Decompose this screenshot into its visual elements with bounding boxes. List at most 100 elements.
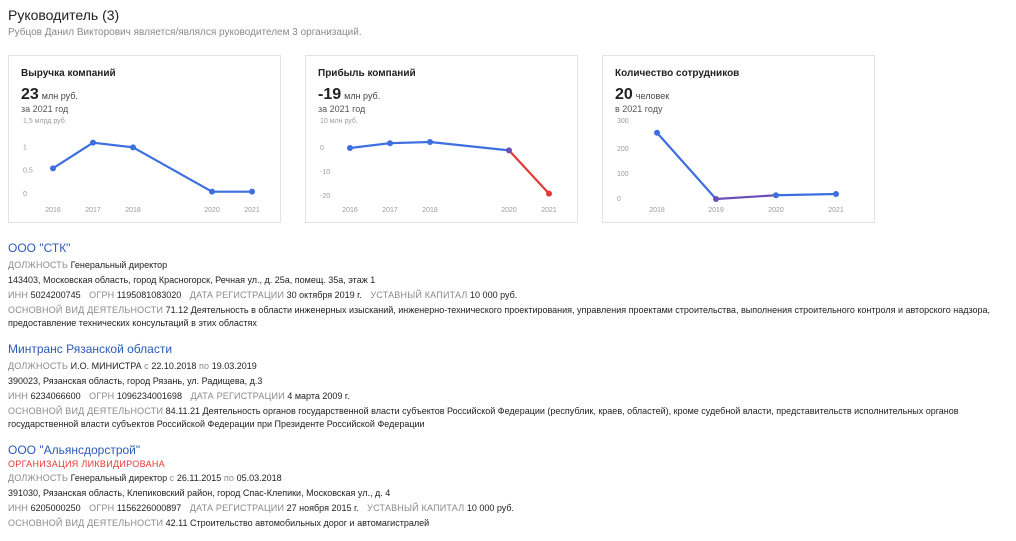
series-line-segment <box>655 131 718 201</box>
data-point <box>347 145 353 151</box>
data-point <box>209 188 215 195</box>
y-tick-label: -20 <box>320 193 330 200</box>
x-tick-label: 2017 <box>85 207 101 214</box>
x-tick-label: 2021 <box>244 207 260 214</box>
x-tick-label: 2020 <box>768 207 784 214</box>
org-activity-row: ОСНОВНОЙ ВИД ДЕЯТЕЛЬНОСТИ 84.11.21 Деяте… <box>8 406 959 429</box>
x-tick-label: 2017 <box>382 207 398 214</box>
org-item: Минтранс Рязанской области ДОЛЖНОСТЬ И.О… <box>8 342 993 431</box>
org-reg-date: 27 ноября 2015 г. <box>286 503 359 513</box>
org-position-row: ДОЛЖНОСТЬ И.О. МИНИСТРА с 22.10.2018 по … <box>8 361 257 371</box>
card-period: за 2021 год <box>318 104 366 114</box>
x-tick-label: 2016 <box>342 207 358 214</box>
x-tick-label: 2021 <box>541 207 557 214</box>
data-point <box>387 140 393 147</box>
x-tick-label: 2020 <box>204 207 220 214</box>
card-value-number: 20 <box>615 86 633 103</box>
org-item: ООО "Альянсдорстрой" ОРГАНИЗАЦИЯ ЛИКВИДИ… <box>8 443 993 530</box>
series-line-segment <box>714 194 778 201</box>
data-point <box>773 192 779 199</box>
org-capital: 10 000 руб. <box>470 290 518 300</box>
employees-card: Количество сотрудников 20 человек в 2021 … <box>602 55 875 223</box>
revenue-card: Выручка компаний 23 млн руб. за 2021 год … <box>8 55 281 223</box>
x-tick-label: 2020 <box>501 207 517 214</box>
org-details-row: ИНН 6234066600 ОГРН 1096234001698 ДАТА Р… <box>8 391 350 401</box>
series-line-segment <box>51 141 95 170</box>
card-value-unit: млн руб. <box>41 91 78 101</box>
section-subtitle: Рубцов Данил Викторович является/являлся… <box>8 27 362 38</box>
y-tick-label: 0 <box>23 191 27 198</box>
y-tick-label: 100 <box>617 171 629 178</box>
card-value: -19 млн руб. <box>318 86 380 104</box>
card-value-number: -19 <box>318 86 342 103</box>
x-tick-label: 2019 <box>708 207 724 214</box>
card-value-unit: млн руб. <box>344 91 381 101</box>
section-title: Руководитель (3) <box>8 7 120 23</box>
org-from-date: 22.10.2018 <box>151 361 197 371</box>
card-title: Прибыль компаний <box>318 68 416 79</box>
card-period: за 2021 год <box>21 104 69 114</box>
org-position: И.О. МИНИСТРА <box>70 361 142 371</box>
org-position-row: ДОЛЖНОСТЬ Генеральный директор с 26.11.2… <box>8 473 282 483</box>
x-tick-label: 2021 <box>828 207 844 214</box>
data-point <box>546 190 552 197</box>
org-position: Генеральный директор <box>70 473 168 483</box>
org-activity: 42.11 Строительство автомобильных дорог … <box>165 518 430 528</box>
org-reg-date: 30 октября 2019 г. <box>286 290 362 300</box>
data-point <box>90 139 96 146</box>
y-tick-label: -10 <box>320 169 330 176</box>
y-tick-label: 1 <box>23 144 27 151</box>
data-point <box>713 196 719 202</box>
y-tick-label: 0,5 <box>23 168 33 175</box>
org-position: Генеральный директор <box>70 260 168 270</box>
org-name-link[interactable]: Минтранс Рязанской области <box>8 342 173 356</box>
org-to-date: 05.03.2018 <box>236 473 282 483</box>
data-point <box>249 188 255 195</box>
org-status-badge: ОРГАНИЗАЦИЯ ЛИКВИДИРОВАНА <box>8 459 165 469</box>
card-title: Количество сотрудников <box>615 68 740 79</box>
x-tick-label: 2016 <box>45 207 61 214</box>
data-point <box>50 165 56 172</box>
org-activity-row: ОСНОВНОЙ ВИД ДЕЯТЕЛЬНОСТИ 42.11 Строител… <box>8 518 430 528</box>
series-line-segment <box>91 141 135 149</box>
y-unit-label: 300 <box>617 118 629 125</box>
org-details-row: ИНН 6205000250 ОГРН 1156226000897 ДАТА Р… <box>8 503 515 513</box>
data-point <box>506 147 512 154</box>
series-line-segment <box>774 192 838 197</box>
org-ogrn: 1096234001698 <box>116 391 182 401</box>
profit-card: Прибыль компаний -19 млн руб. за 2021 год… <box>305 55 578 223</box>
data-point <box>654 129 660 136</box>
org-item: ООО "СТК" ДОЛЖНОСТЬ Генеральный директор… <box>8 241 993 330</box>
org-activity-row: ОСНОВНОЙ ВИД ДЕЯТЕЛЬНОСТИ 71.12 Деятельн… <box>8 305 990 328</box>
org-name-link[interactable]: ООО "СТК" <box>8 241 71 255</box>
series-line-segment <box>507 149 551 195</box>
y-tick-label: 0 <box>320 145 324 152</box>
org-capital: 10 000 руб. <box>466 503 515 513</box>
org-details-row: ИНН 5024200745 ОГРН 1195081083020 ДАТА Р… <box>8 290 518 300</box>
card-value-number: 23 <box>21 86 39 103</box>
org-to-date: 19.03.2019 <box>211 361 257 371</box>
data-point <box>833 191 839 197</box>
y-unit-label: 10 млн руб. <box>320 117 358 125</box>
series-line-segment <box>388 140 432 145</box>
org-activity: 84.11.21 Деятельность органов государств… <box>8 406 959 429</box>
x-tick-label: 2018 <box>125 207 141 214</box>
series-line-segment <box>428 140 511 152</box>
profit-chart: 10 млн руб. 0 -10 -20 2016 2017 2018 2020 2021 <box>320 117 557 214</box>
y-tick-label: 0 <box>617 196 621 203</box>
card-period: в 2021 году <box>615 104 663 114</box>
org-position-row: ДОЛЖНОСТЬ Генеральный директор <box>8 260 168 270</box>
org-address: 143403, Московская область, город Красно… <box>8 275 376 285</box>
card-title: Выручка компаний <box>21 68 116 79</box>
org-ogrn: 1156226000897 <box>116 503 182 513</box>
data-point <box>130 144 136 151</box>
org-address: 391030, Рязанская область, Клепиковский … <box>8 488 391 498</box>
org-name-link[interactable]: ООО "Альянсдорстрой" <box>8 443 141 457</box>
org-ogrn: 1195081083020 <box>116 290 182 300</box>
card-value: 23 млн руб. <box>21 86 78 104</box>
org-from-date: 26.11.2015 <box>176 473 222 483</box>
series-line-segment <box>131 146 214 193</box>
card-value: 20 человек <box>615 86 669 104</box>
org-inn: 6205000250 <box>30 503 81 513</box>
